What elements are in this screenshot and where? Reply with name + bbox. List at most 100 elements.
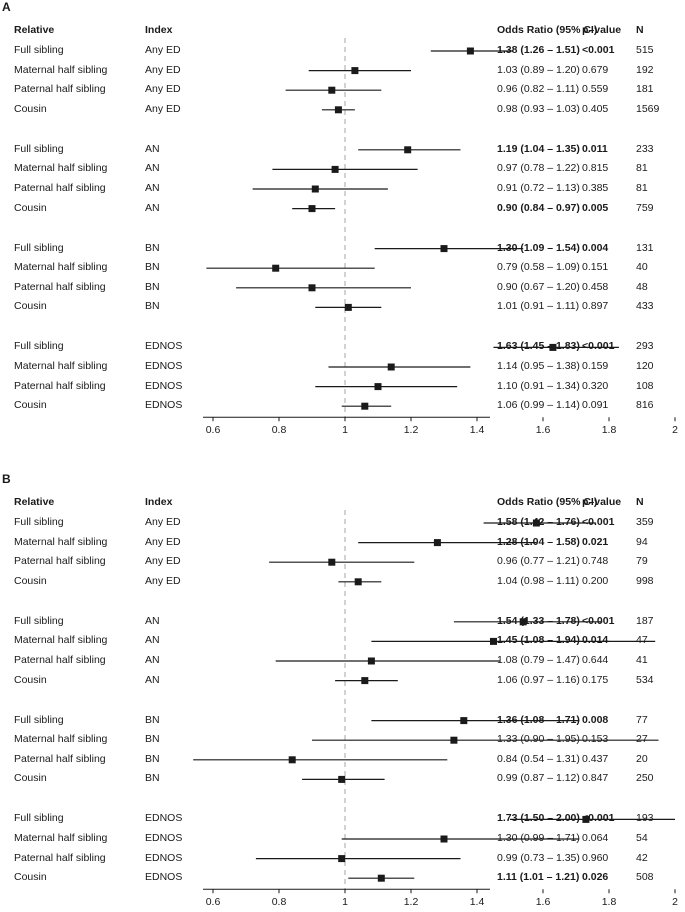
relative-label: Full sibling — [14, 713, 64, 726]
relative-label: Paternal half sibling — [14, 851, 106, 864]
n-count: 47 — [636, 634, 648, 647]
index-label: EDNOS — [145, 812, 183, 825]
index-label: BN — [145, 733, 160, 746]
table-row: Paternal half sibling EDNOS 1.10 (0.91 – 1… — [0, 380, 685, 398]
p-value: 0.004 — [582, 241, 609, 254]
n-count: 250 — [636, 772, 654, 785]
odds-ratio-ci: 1.19 (1.04 – 1.35) — [497, 142, 580, 155]
relative-label: Paternal half sibling — [14, 83, 106, 96]
or-point — [308, 205, 316, 213]
odds-ratio-ci: 0.91 (0.72 – 1.13) — [497, 182, 580, 194]
or-point — [344, 303, 352, 311]
n-count: 192 — [636, 63, 654, 76]
n-count: 81 — [636, 162, 648, 175]
p-value: 0.679 — [582, 63, 609, 76]
relative-label: Paternal half sibling — [14, 555, 106, 568]
p-value: 0.748 — [582, 555, 609, 568]
table-row: Cousin Any ED 1.04 (0.98 – 1.11) 0.200 998 — [0, 575, 685, 593]
index-label: EDNOS — [145, 832, 183, 844]
index-label: AN — [145, 142, 160, 155]
odds-ratio-ci: 1.28 (1.04 – 1.58) — [497, 535, 580, 548]
n-count: 41 — [636, 654, 648, 666]
index-label: AN — [145, 654, 160, 666]
header-n: N — [636, 496, 644, 508]
odds-ratio-ci: 1.14 (0.95 – 1.38) — [497, 360, 580, 372]
header-n: N — [636, 24, 644, 36]
relative-label: Cousin — [14, 772, 47, 785]
header-or: Odds Ratio (95% CI) — [497, 496, 598, 508]
odds-ratio-ci: 1.08 (0.79 – 1.47) — [497, 654, 580, 666]
forest-plot-svg: 0.6 0.8 1 1.2 1.4 1.6 1.8 2 — [193, 510, 678, 908]
relative-label: Full sibling — [14, 812, 64, 825]
odds-ratio-ci: 0.84 (0.54 – 1.31) — [497, 752, 580, 765]
odds-ratio-ci: 1.36 (1.08 – 1.71) — [497, 713, 580, 726]
odds-ratio-ci: 0.96 (0.77 – 1.21) — [497, 555, 580, 568]
index-label: EDNOS — [145, 360, 183, 372]
p-value: 0.175 — [582, 673, 609, 686]
or-point — [549, 343, 557, 351]
x-tick-label: 2 — [672, 896, 678, 908]
p-value: 0.405 — [582, 102, 609, 115]
x-tick-label: 1.4 — [470, 424, 485, 436]
table-row: Full sibling Any ED 1.58 (1.42 – 1.76) <0.0… — [0, 516, 685, 534]
p-value: 0.008 — [582, 713, 609, 726]
table-row: Maternal half sibling BN 1.33 (0.90 – 1.95… — [0, 733, 685, 751]
or-point — [328, 86, 336, 94]
p-value: <0.001 — [582, 614, 615, 627]
header-p: p–value — [582, 496, 622, 508]
n-count: 359 — [636, 516, 654, 528]
index-label: Any ED — [145, 535, 181, 548]
or-point — [532, 519, 540, 527]
relative-label: Cousin — [14, 673, 47, 686]
forest-plot-panel-a: A Relative Index Odds Ratio (95% CI) p–value… — [0, 0, 685, 440]
table-row: Full sibling EDNOS 1.63 (1.45 – 1.83) <0.00… — [0, 340, 685, 358]
n-count: 759 — [636, 201, 654, 214]
or-point — [272, 264, 280, 272]
x-tick-label: 0.6 — [206, 896, 221, 908]
table-row: Cousin EDNOS 1.11 (1.01 – 1.21) 0.026 508 — [0, 871, 685, 889]
p-value: 0.014 — [582, 634, 609, 647]
or-point — [331, 165, 339, 173]
p-value: 0.153 — [582, 733, 609, 746]
relative-label: Cousin — [14, 102, 47, 115]
index-label: EDNOS — [145, 871, 183, 884]
n-count: 131 — [636, 241, 654, 254]
n-count: 27 — [636, 733, 648, 746]
or-point — [328, 558, 336, 566]
index-label: AN — [145, 634, 160, 647]
n-count: 108 — [636, 379, 654, 392]
index-label: Any ED — [145, 44, 181, 56]
table-row: Cousin BN 0.99 (0.87 – 1.12) 0.847 250 — [0, 772, 685, 790]
or-point — [361, 402, 369, 410]
x-tick-label: 1.6 — [536, 896, 551, 908]
x-tick-label: 1.2 — [404, 424, 419, 436]
table-row: Cousin AN 0.90 (0.84 – 0.97) 0.005 759 — [0, 202, 685, 220]
relative-label: Maternal half sibling — [14, 832, 108, 844]
odds-ratio-ci: 1.01 (0.91 – 1.11) — [497, 300, 580, 313]
relative-label: Maternal half sibling — [14, 261, 108, 274]
relative-label: Cousin — [14, 399, 47, 412]
table-row: Maternal half sibling EDNOS 1.30 (0.99 – 1… — [0, 832, 685, 850]
table-row: Full sibling Any ED 1.38 (1.26 – 1.51) <0.0… — [0, 44, 685, 62]
odds-ratio-ci: 0.99 (0.73 – 1.35) — [497, 851, 580, 864]
table-row: Cousin BN 1.01 (0.91 – 1.11) 0.897 433 — [0, 300, 685, 318]
odds-ratio-ci: 1.58 (1.42 – 1.76) — [497, 516, 580, 528]
relative-label: Full sibling — [14, 241, 64, 254]
or-point — [519, 618, 527, 626]
header-relative: Relative — [14, 24, 55, 36]
table-row: Maternal half sibling AN 1.45 (1.08 – 1.94… — [0, 634, 685, 652]
index-label: Any ED — [145, 516, 181, 528]
n-count: 20 — [636, 752, 648, 765]
odds-ratio-ci: 1.45 (1.08 – 1.94) — [497, 634, 580, 647]
or-point — [433, 539, 441, 547]
p-value: 0.005 — [582, 201, 609, 214]
p-value: 0.021 — [582, 535, 609, 548]
or-point — [351, 67, 359, 75]
n-count: 515 — [636, 44, 654, 56]
x-tick-label: 1 — [342, 896, 348, 908]
index-label: Any ED — [145, 102, 181, 115]
index-label: EDNOS — [145, 851, 183, 864]
p-value: 0.815 — [582, 162, 609, 175]
index-label: AN — [145, 201, 160, 214]
index-label: AN — [145, 162, 160, 175]
